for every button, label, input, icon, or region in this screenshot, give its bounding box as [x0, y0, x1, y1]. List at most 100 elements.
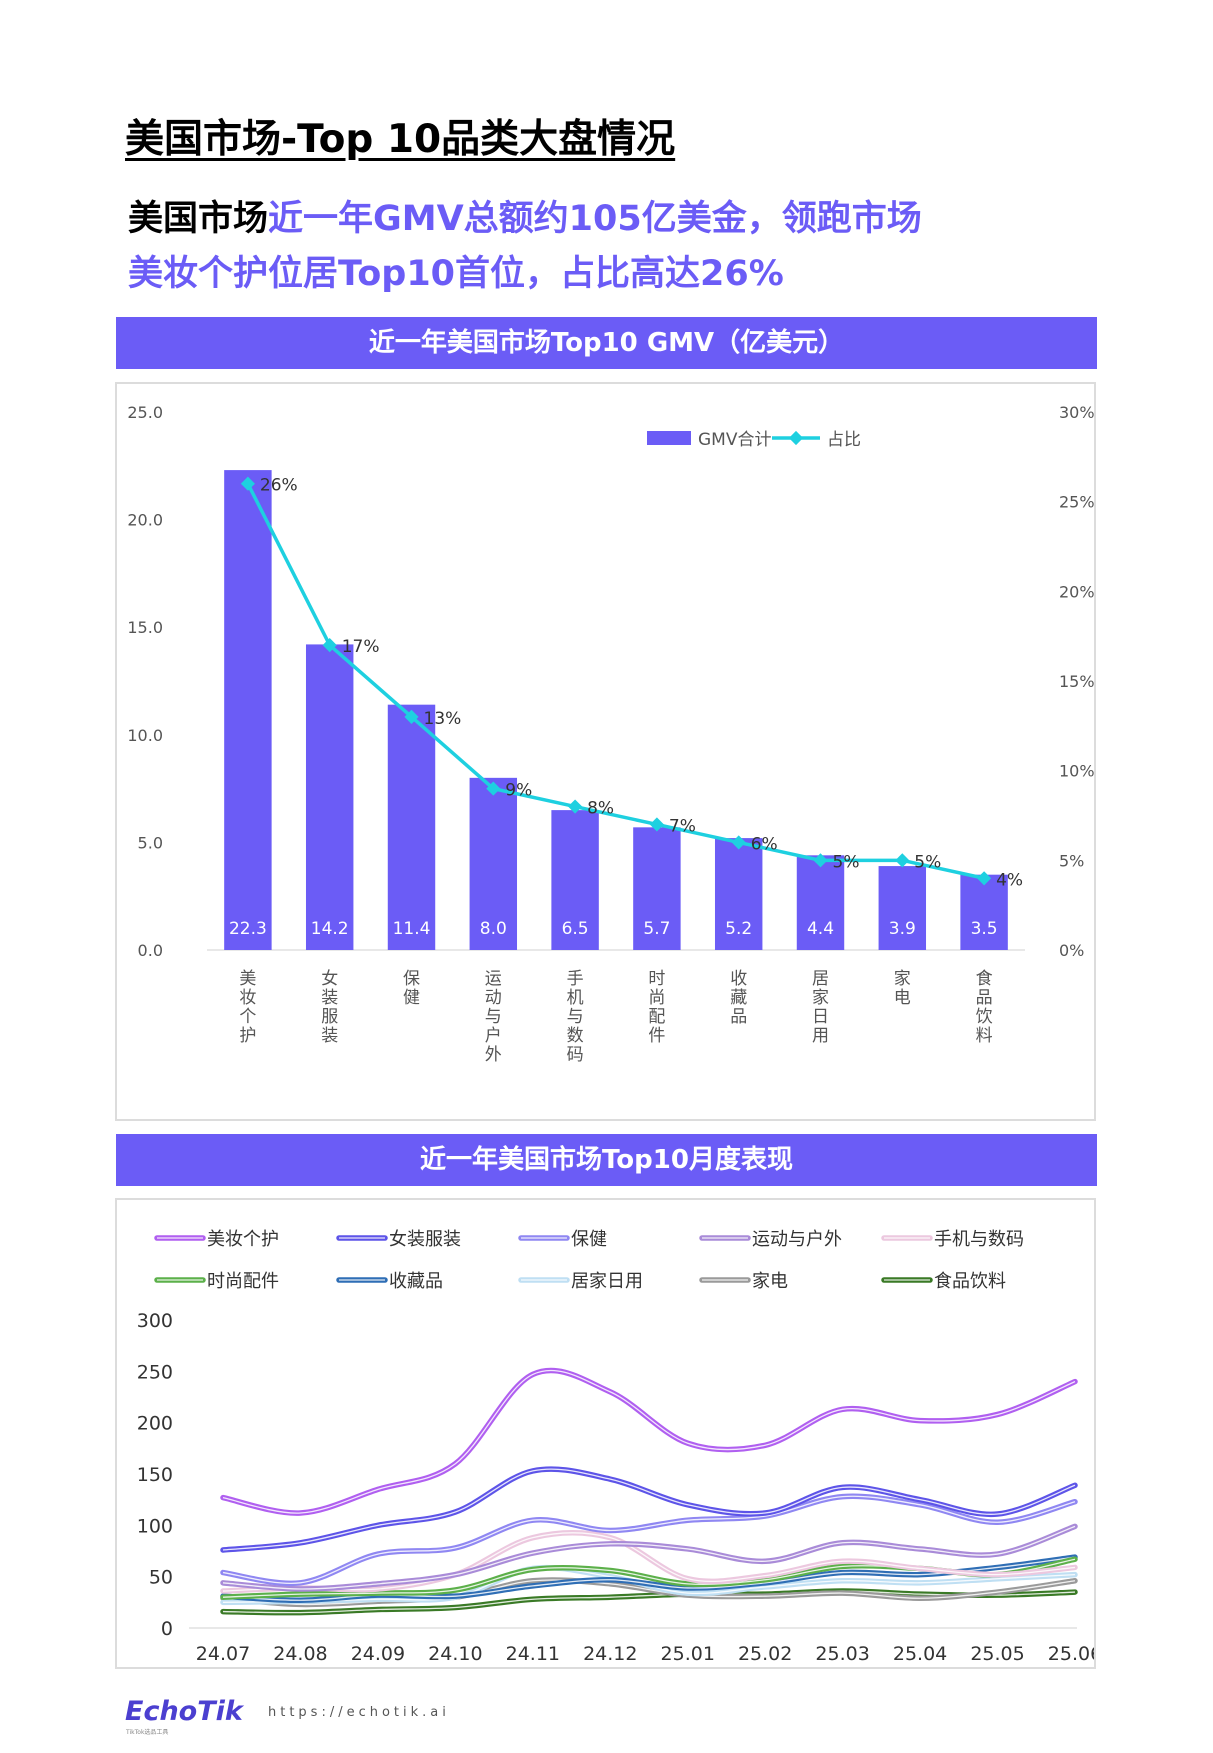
headline-text-2: 美妆个护位居Top10首位，占比高达26%	[128, 254, 784, 294]
series-line-highlight	[222, 1369, 1076, 1514]
gmv-bar-value-label: 14.2	[311, 919, 349, 939]
legend-label: 手机与数码	[934, 1229, 1024, 1250]
gmv-bar	[796, 855, 845, 950]
x-tick-label-char: 妆	[239, 988, 256, 1008]
x-tick-label-char: 家	[894, 969, 911, 989]
footer-url[interactable]: https://echotik.ai	[268, 1705, 450, 1720]
legend-swatch-gmv	[647, 431, 691, 445]
headline-keyword: 美国市场	[128, 199, 269, 239]
share-value-label: 8%	[587, 799, 614, 819]
series-line-highlight	[222, 1590, 1076, 1614]
x-tick-label-char: 数	[567, 1026, 584, 1046]
gmv-bar-value-label: 8.0	[480, 919, 507, 939]
share-value-label: 4%	[996, 870, 1023, 890]
gmv-bar-value-label: 22.3	[229, 919, 267, 939]
legend-label: 收藏品	[389, 1271, 443, 1292]
section-title-gmv: 近一年美国市场Top10 GMV（亿美元）	[116, 317, 1097, 369]
y-left-tick-label: 0.0	[138, 941, 163, 960]
headline: 美国市场近一年GMV总额约105亿美金，领跑市场 美妆个护位居Top10首位，占…	[128, 192, 1128, 302]
gmv-bar	[878, 866, 927, 950]
share-marker	[731, 835, 746, 850]
legend-label: 美妆个护	[207, 1229, 279, 1250]
x-tick-label-char: 服	[321, 1007, 338, 1027]
legend-label: 食品饮料	[934, 1271, 1006, 1292]
legend-label: 女装服装	[389, 1229, 461, 1250]
x-tick-label-char: 护	[239, 1026, 256, 1046]
share-value-label: 5%	[833, 852, 860, 872]
gmv-bar	[551, 810, 599, 950]
legend-label: 时尚配件	[207, 1271, 279, 1292]
x-tick-label-char: 饮	[976, 1007, 993, 1027]
x-tick-label-char: 配	[648, 1007, 665, 1027]
gmv-bar	[305, 644, 354, 950]
section-title-monthly: 近一年美国市场Top10月度表现	[116, 1134, 1097, 1186]
x-tick-label-char: 用	[812, 1026, 829, 1046]
series-line-highlight	[222, 1532, 1076, 1592]
x-tick-label-char: 码	[567, 1045, 584, 1065]
y-left-tick-label: 25.0	[127, 403, 163, 422]
monthly-chart-panel: 0 50 100 150 200 250 300 24.07 24.08 24.09 24.10 24…	[115, 1198, 1102, 1669]
gmv-bar-value-label: 4.4	[807, 919, 834, 939]
y-tick-label: 100	[137, 1515, 173, 1537]
x-tick-label-char: 藏	[730, 988, 747, 1008]
gmv-bar-value-label: 3.5	[971, 919, 998, 939]
series-line-highlight	[222, 1468, 1076, 1551]
legend-label: 家电	[752, 1271, 788, 1292]
share-value-label: 6%	[751, 834, 778, 854]
share-marker	[404, 709, 419, 724]
gmv-bar	[469, 777, 518, 950]
y-right-tick-label: 25%	[1059, 493, 1094, 512]
monthly-line-chart: 0 50 100 150 200 250 300 24.07 24.08 24.09 24.10 24…	[137, 1229, 1102, 1665]
y-right-tick-label: 5%	[1059, 851, 1084, 870]
gmv-bar-value-label: 5.2	[725, 919, 752, 939]
legend-label-share: 占比	[827, 430, 861, 450]
x-tick-label: 25.06	[1048, 1643, 1094, 1665]
series-line-highlight	[222, 1525, 1076, 1590]
y-right-tick-label: 15%	[1059, 672, 1094, 691]
x-tick-label: 24.07	[196, 1643, 250, 1665]
share-line	[246, 482, 985, 880]
x-tick-label-char: 健	[403, 988, 420, 1008]
x-tick-label-char: 日	[812, 1007, 829, 1027]
x-tick-label-char: 手	[567, 969, 584, 989]
share-value-label: 13%	[424, 709, 462, 729]
x-tick-label-char: 居	[812, 969, 829, 989]
y-right-tick-label: 20%	[1059, 582, 1094, 601]
x-tick-label-char: 品	[730, 1007, 747, 1027]
x-tick-label-char: 电	[894, 988, 911, 1008]
y-tick-label: 0	[161, 1618, 173, 1640]
x-tick-label-char: 动	[485, 988, 502, 1008]
gmv-bar	[714, 838, 763, 950]
x-tick-label-char: 食	[976, 969, 993, 989]
x-tick-label-char: 与	[485, 1007, 502, 1027]
share-marker	[977, 871, 992, 886]
x-tick-label: 24.12	[583, 1643, 637, 1665]
x-tick-label-char: 装	[321, 988, 338, 1008]
headline-text-1: 近一年GMV总额约105亿美金，领跑市场	[268, 199, 922, 239]
y-tick-label: 50	[149, 1567, 173, 1589]
share-marker	[649, 817, 664, 832]
y-right-tick-label: 0%	[1059, 941, 1084, 960]
x-tick-label-char: 美	[239, 969, 256, 989]
gmv-bar-line-chart: 0.0 5.0 10.0 15.0 20.0 25.0 0% 5% 10% 15% 20% 25% 30…	[127, 403, 1094, 1065]
x-tick-label-char: 收	[730, 969, 747, 989]
share-value-label: 26%	[260, 476, 298, 496]
share-value-label: 5%	[914, 852, 941, 872]
gmv-bar-value-label: 6.5	[562, 919, 589, 939]
gmv-bar	[224, 470, 272, 950]
y-left-tick-label: 15.0	[127, 618, 163, 637]
share-value-label: 17%	[342, 637, 380, 657]
share-marker	[813, 853, 828, 868]
x-tick-label: 24.09	[351, 1643, 405, 1665]
x-tick-label: 25.04	[893, 1643, 947, 1665]
x-tick-label: 24.08	[273, 1643, 327, 1665]
legend-label: 保健	[571, 1229, 607, 1250]
gmv-bar	[633, 827, 681, 950]
gmv-bar-value-label: 3.9	[889, 919, 916, 939]
series-line-highlight	[222, 1495, 1076, 1584]
y-right-tick-label: 10%	[1059, 762, 1094, 781]
x-tick-label-char: 保	[403, 969, 420, 989]
y-left-tick-label: 20.0	[127, 511, 163, 530]
share-marker	[895, 853, 910, 868]
share-value-label: 7%	[669, 816, 696, 836]
